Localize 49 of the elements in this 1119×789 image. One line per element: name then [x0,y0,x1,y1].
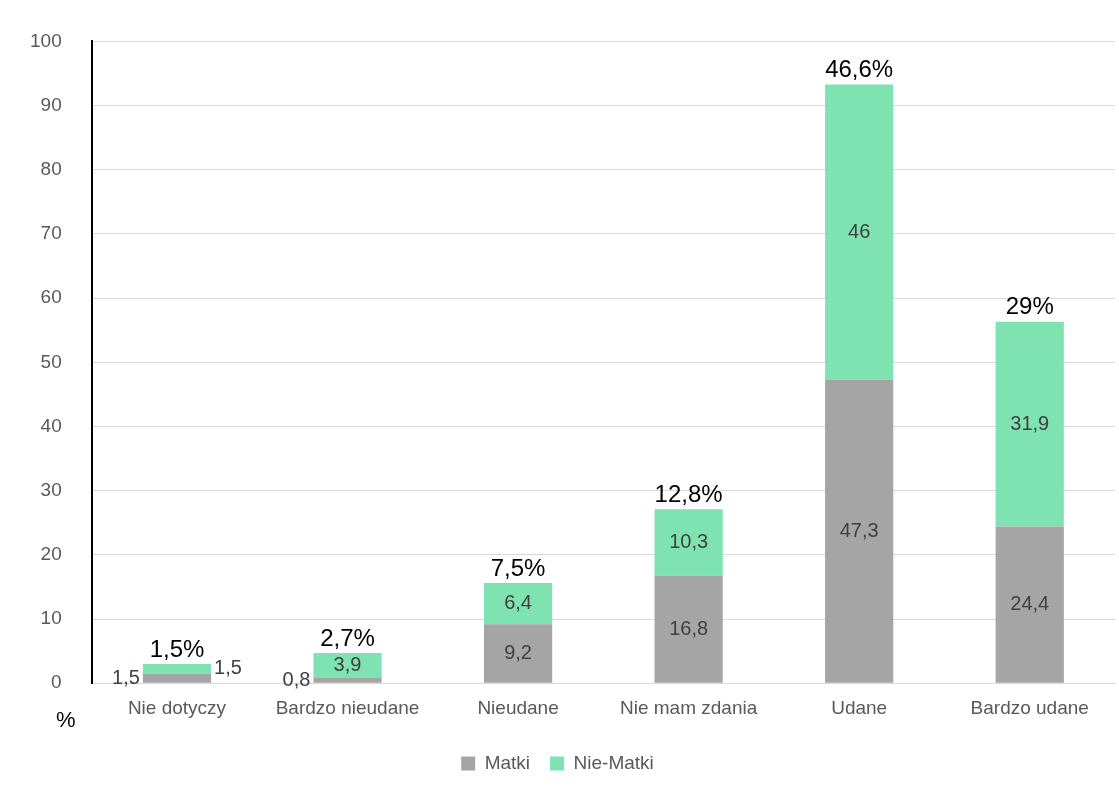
data-label: 31,9 [1010,411,1050,434]
y-tick-label: 10 [40,607,62,629]
y-tick-label: 100 [30,29,62,51]
data-label: 1,5 [112,665,140,688]
annotation: 12,8% [654,479,723,507]
data-label: 24,4 [1010,592,1050,615]
data-label: 16,8 [669,616,709,639]
bar [483,624,553,683]
bar [995,321,1064,527]
x-tick-label: Bardzo udane [970,696,1089,718]
data-label: 3,9 [333,653,362,676]
x-tick-label: Nieudane [477,696,559,718]
annotation: 29% [1005,292,1054,320]
y-tick-label: 50 [40,350,62,372]
y-tick-label: 80 [40,157,62,179]
y-tick-label: 0 [51,671,62,693]
data-label: 1,5 [214,656,242,679]
x-tick-label: Udane [831,696,888,718]
bar [142,663,212,674]
bar [825,84,894,380]
legend-label: Matki [484,751,531,773]
x-tick-label: Bardzo nieudane [275,696,420,718]
y-tick-label: 90 [40,93,62,115]
legend-label: Nie-Matki [573,751,654,773]
bar [313,678,382,683]
bar [142,673,212,683]
bar [825,379,894,683]
y-tick-label: 30 [40,478,62,500]
data-label: 9,2 [504,640,532,663]
y-tick-label: 40 [40,414,62,436]
annotation: 7,5% [490,553,546,581]
bar [654,575,723,683]
y-tick-label: 60 [40,286,62,308]
annotation: 1,5% [149,634,205,662]
y-axis-title: % [55,707,76,733]
x-tick-label: Nie mam zdania [619,696,758,718]
bar [995,526,1064,683]
data-label: 46 [848,219,871,242]
data-label: 0,8 [282,667,311,690]
bar [483,583,553,625]
annotation: 2,7% [320,623,375,651]
data-label: 6,4 [504,591,532,614]
annotation: 46,6% [825,55,894,83]
x-tick-label: Nie dotyczy [127,696,227,718]
data-label: 47,3 [839,518,879,541]
y-tick-label: 20 [40,543,62,565]
y-tick-label: 70 [40,222,62,244]
bar [654,509,723,576]
data-label: 10,3 [669,529,709,552]
